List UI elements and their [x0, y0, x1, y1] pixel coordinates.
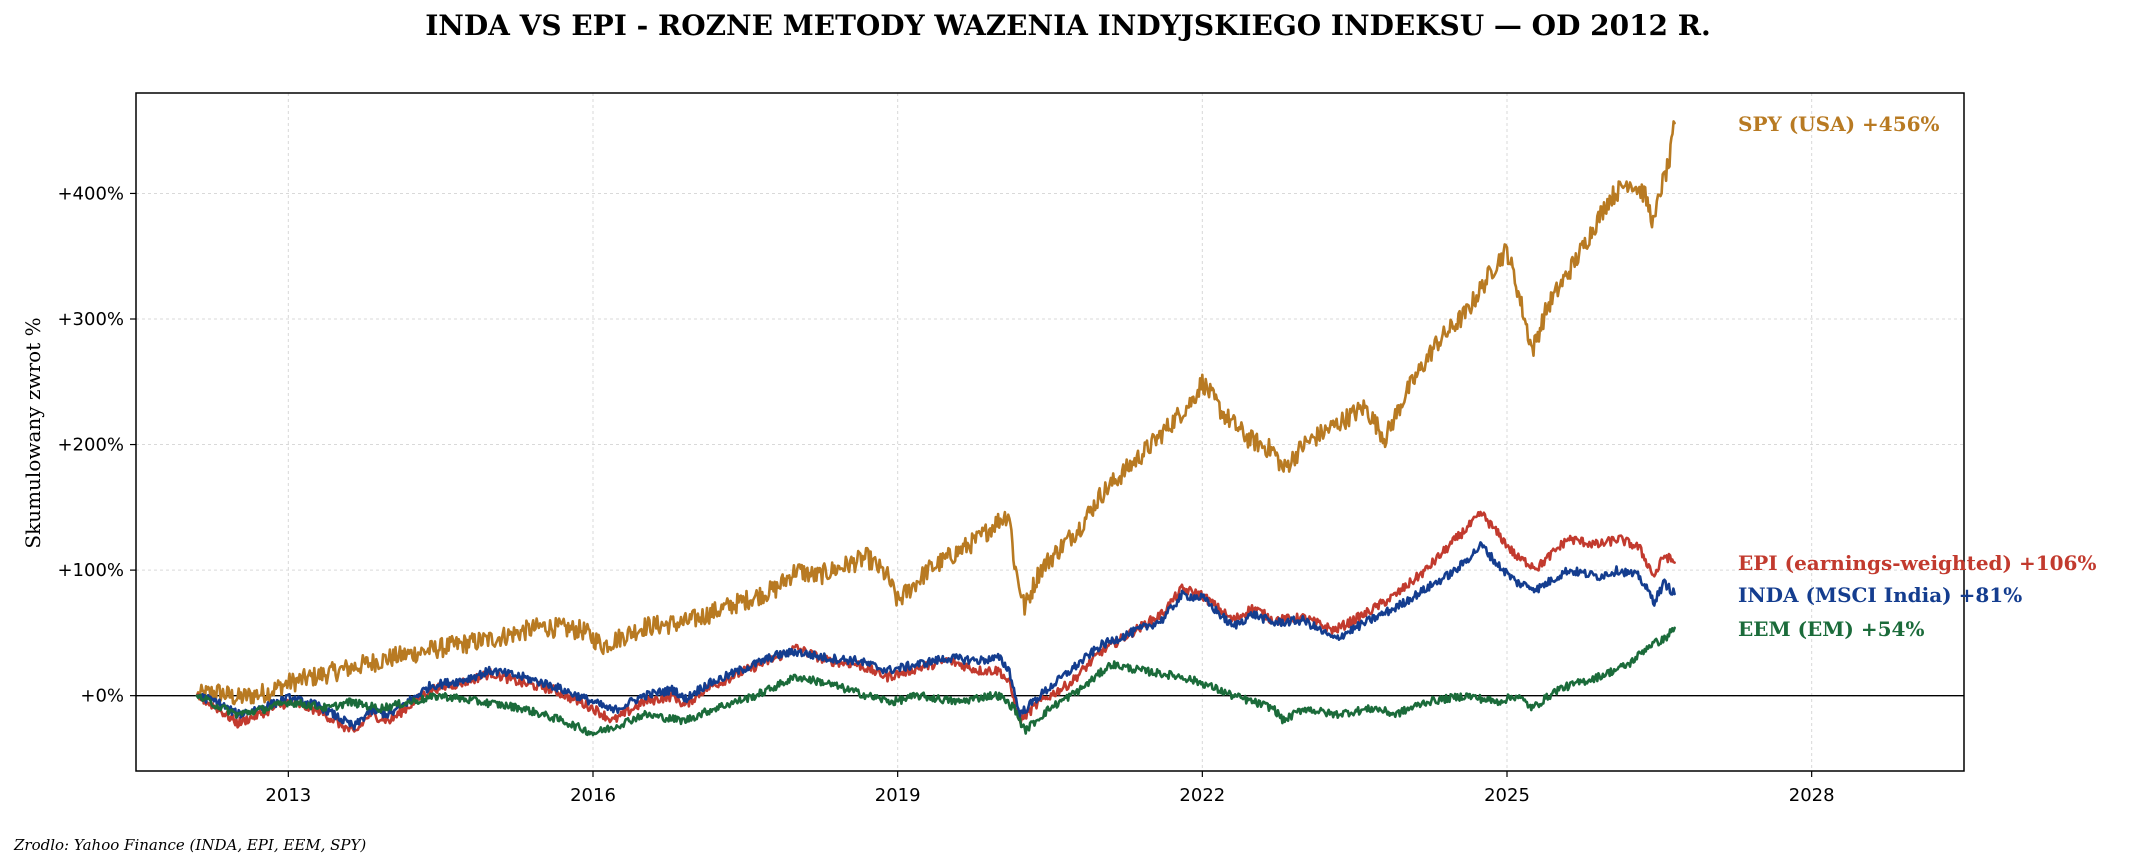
y-tick-label: +100%	[57, 560, 124, 581]
grid	[136, 93, 1964, 771]
source-note: Zrodlo: Yahoo Finance (INDA, EPI, EEM, S…	[13, 836, 366, 854]
y-axis-label: Skumulowany zwrot %	[21, 317, 45, 548]
x-axis: 2013 2016 2019 2022 2025 2028	[265, 771, 1835, 806]
series-end-label-inda-msci-india: INDA (MSCI India) +81%	[1738, 583, 2022, 607]
x-tick-label: 2019	[875, 785, 921, 806]
x-tick-label: 2028	[1789, 785, 1835, 806]
series-end-label-epi-earnings-weighted: EPI (earnings-weighted) +106%	[1738, 551, 2096, 575]
y-tick-label: +200%	[57, 435, 124, 456]
x-tick-label: 2025	[1484, 785, 1530, 806]
series-end-labels: SPY (USA) +456% EPI (earnings-weighted) +…	[1738, 112, 2096, 641]
chart-title: INDA VS EPI - ROZNE METODY WAZENIA INDYJ…	[425, 9, 1711, 42]
series-end-label-eem-em: EEM (EM) +54%	[1738, 617, 1924, 641]
plot-frame	[135, 92, 1965, 772]
y-axis: +0% +100% +200% +300% +400%	[57, 183, 136, 707]
series-line-eem-em	[195, 626, 1676, 737]
series-line-inda-msci-india	[195, 541, 1676, 731]
x-tick-label: 2013	[265, 785, 311, 806]
series-line-spy-usa	[195, 120, 1676, 706]
x-tick-label: 2022	[1179, 785, 1225, 806]
series-layer	[195, 120, 1676, 737]
y-tick-label: +300%	[57, 309, 124, 330]
series-end-label-spy-usa: SPY (USA) +456%	[1738, 112, 1940, 136]
x-tick-label: 2016	[570, 785, 616, 806]
y-tick-label: +400%	[57, 183, 124, 204]
y-tick-label: +0%	[80, 686, 124, 707]
